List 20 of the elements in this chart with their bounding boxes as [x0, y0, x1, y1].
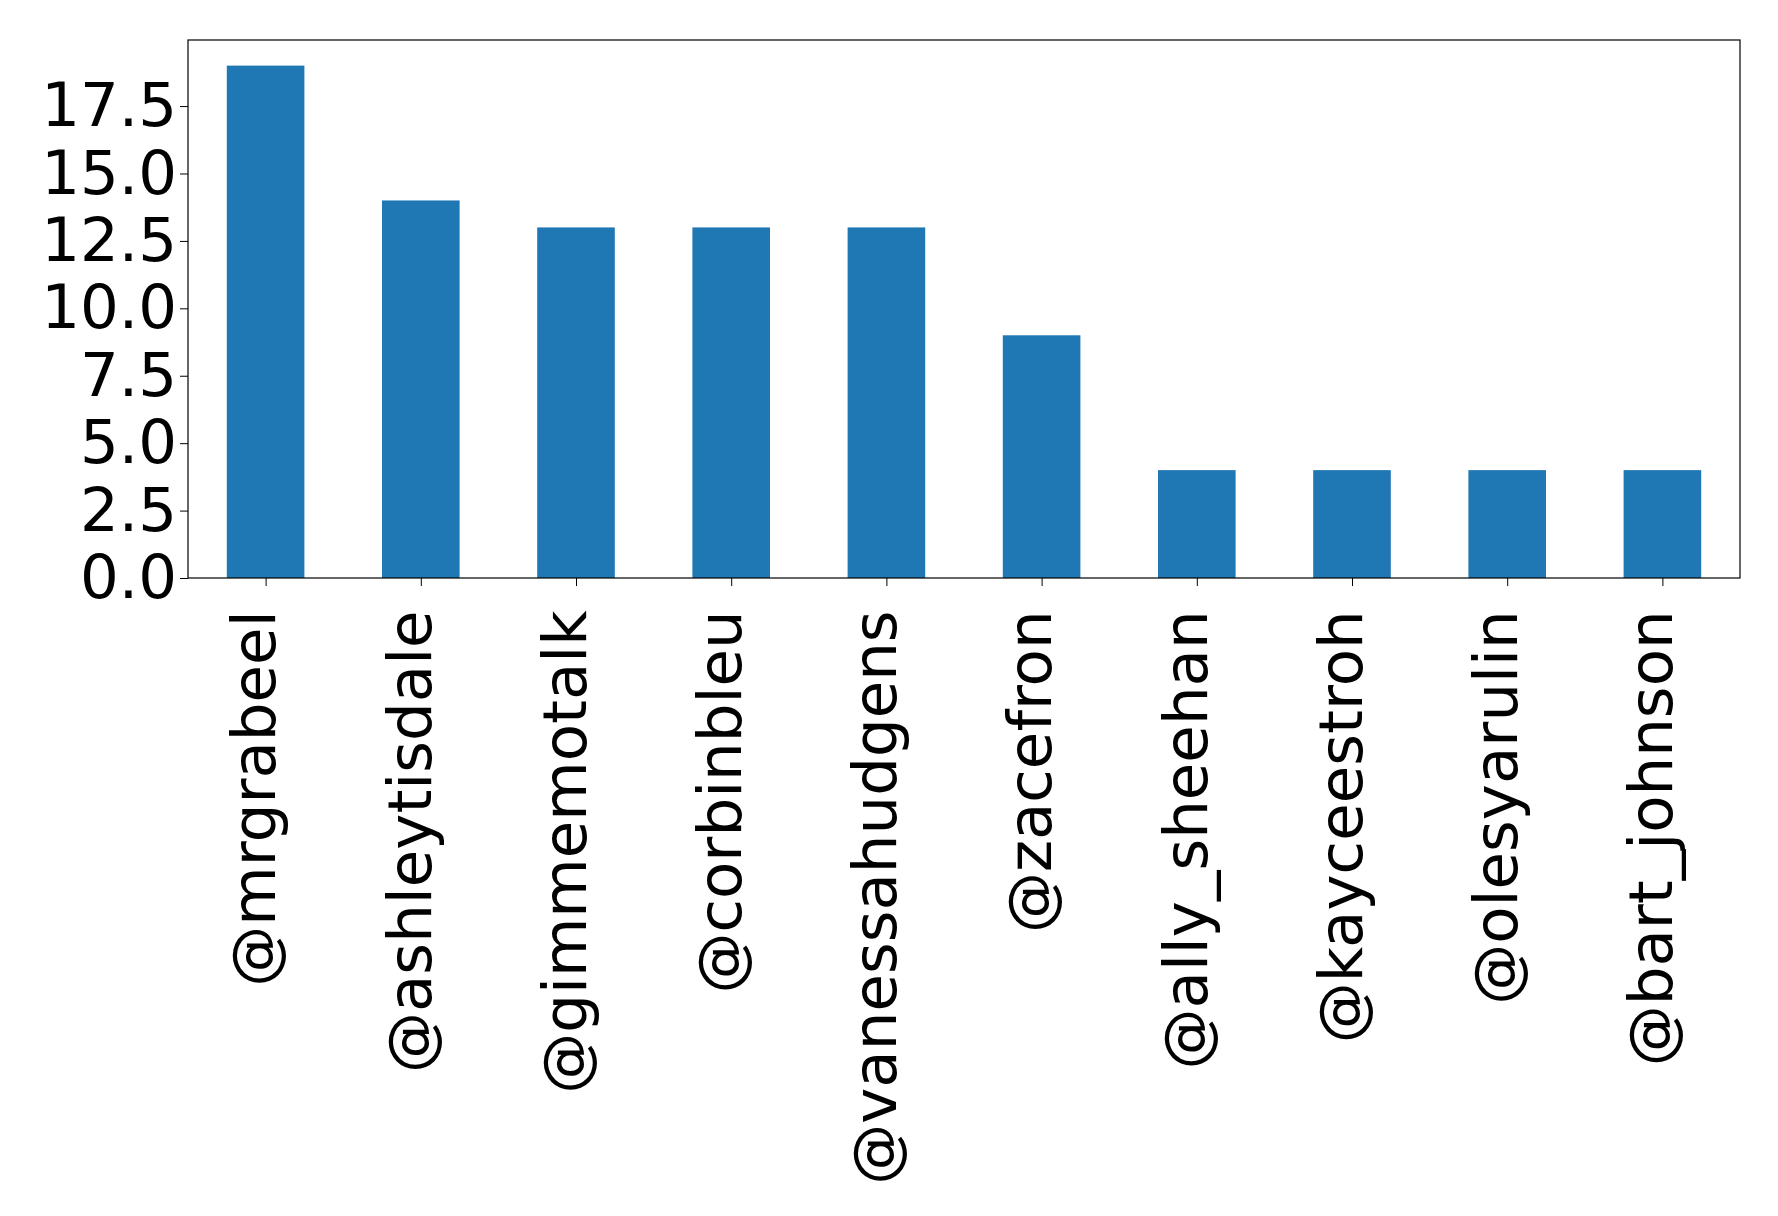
- bar: [1623, 470, 1702, 578]
- x-tick-label: @olesyarulin: [1460, 610, 1531, 1005]
- bar: [537, 227, 615, 578]
- x-tick-label: @corbinbleu: [684, 610, 755, 994]
- bar: [226, 65, 305, 578]
- bar: [1468, 470, 1546, 578]
- bar: [1158, 470, 1236, 578]
- bar: [382, 200, 460, 578]
- bar: [1313, 470, 1391, 578]
- x-tick-label: @vanessahudgens: [839, 610, 911, 1185]
- bar: [1002, 335, 1081, 578]
- x-tick-label: @ally_sheehan: [1149, 610, 1221, 1070]
- x-tick-label: @kayceestroh: [1304, 610, 1376, 1044]
- bar: [692, 227, 770, 578]
- x-tick-label: @mrgrabeel: [218, 610, 290, 987]
- bar: [847, 227, 926, 578]
- x-tick-label: @bart_johnson: [1615, 610, 1687, 1067]
- x-tick-label: @ashleytisdale: [373, 610, 445, 1074]
- x-tick-label: @gimmemotalk: [528, 609, 600, 1094]
- x-tick-label: @zacefron: [994, 610, 1066, 934]
